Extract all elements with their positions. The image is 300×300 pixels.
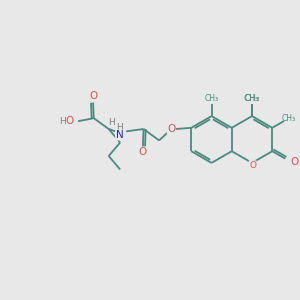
Text: O: O xyxy=(139,147,147,158)
Text: O: O xyxy=(90,91,98,101)
Text: CH₃: CH₃ xyxy=(245,94,259,103)
Text: O: O xyxy=(167,124,175,134)
Text: H: H xyxy=(108,118,115,127)
Text: N: N xyxy=(116,130,123,140)
Text: O: O xyxy=(290,158,298,167)
Text: CH₃: CH₃ xyxy=(244,94,260,103)
Text: O: O xyxy=(249,161,256,170)
Text: H: H xyxy=(116,123,123,132)
Text: H: H xyxy=(59,117,66,126)
Text: CH₃: CH₃ xyxy=(204,94,219,103)
Text: CH₃: CH₃ xyxy=(282,114,296,123)
Text: O: O xyxy=(66,116,74,126)
